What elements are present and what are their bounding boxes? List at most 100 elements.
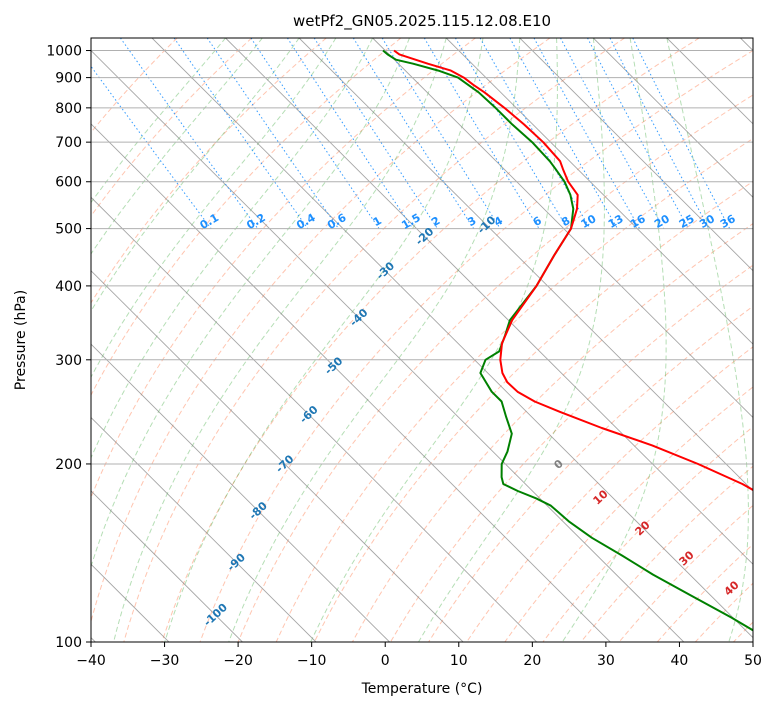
- mixing-ratio-line: [479, 38, 591, 229]
- mixing-ratio-label: 2: [429, 214, 442, 229]
- x-tick-label: 30: [597, 653, 615, 669]
- theta-label: 10: [591, 487, 611, 507]
- dry-adiabat-line: [91, 38, 253, 217]
- y-tick-label: 300: [55, 353, 82, 369]
- moist-adiabat-line: [418, 38, 605, 642]
- mixing-ratio-label: 1: [371, 214, 384, 229]
- theta-label: 40: [722, 578, 742, 598]
- y-tick-label: 1000: [46, 44, 82, 60]
- moist-adiabat-line: [228, 38, 521, 642]
- dry-adiabat-line: [351, 223, 753, 642]
- mixing-ratio-line: [533, 38, 641, 229]
- isotherm-line: [298, 38, 753, 492]
- mixing-ratio-line: [352, 38, 475, 229]
- y-tick-label: 800: [55, 101, 82, 117]
- dry-adiabat-line: [91, 38, 402, 397]
- isotherm-line: [91, 196, 537, 642]
- isotherm-line: [91, 416, 317, 642]
- dry-adiabat-line: [694, 582, 753, 642]
- mixing-ratio-line: [91, 65, 212, 229]
- dry-adiabat-line: [313, 180, 753, 642]
- y-tick-label: 700: [55, 135, 82, 151]
- isotherm-line: [91, 490, 243, 642]
- mixing-ratio-line: [560, 38, 665, 229]
- dry-adiabat-line: [618, 504, 753, 642]
- isotherm-line: [740, 38, 753, 52]
- temperature-line: [393, 49, 753, 492]
- theta-label: 20: [633, 518, 653, 538]
- x-tick-label: −20: [223, 653, 253, 669]
- mixing-ratio-line: [454, 38, 568, 229]
- mixing-ratio-line: [423, 38, 540, 229]
- moist-adiabat-line: [91, 38, 300, 313]
- moist-adiabat-line: [561, 38, 667, 642]
- dry-adiabat-line: [580, 465, 753, 642]
- y-tick-label: 100: [55, 635, 82, 651]
- dry-adiabat-line: [428, 305, 753, 642]
- mixing-ratio-line: [173, 38, 309, 229]
- dry-adiabat-line: [123, 38, 625, 642]
- moist-adiabat-line: [310, 38, 558, 642]
- y-tick-label: 200: [55, 457, 82, 473]
- mixing-ratio-line: [206, 38, 339, 229]
- y-tick-label: 400: [55, 279, 82, 295]
- y-tick-label: 600: [55, 175, 82, 191]
- isotherm-line: [91, 49, 685, 642]
- x-tick-label: 20: [523, 653, 541, 669]
- moist-adiabat-line: [91, 38, 410, 569]
- isotherm-line: [151, 38, 753, 639]
- isotherm-line: [225, 38, 753, 565]
- mixing-ratio-line: [119, 38, 259, 229]
- x-tick-label: −40: [76, 653, 106, 669]
- isotherm-line: [666, 38, 753, 125]
- dry-adiabat-line: [275, 137, 753, 642]
- mixing-ratio-line: [509, 38, 618, 229]
- x-axis-label: Temperature (°C): [361, 681, 483, 697]
- moist-adiabat-line: [91, 38, 263, 255]
- moist-adiabat-line: [91, 38, 374, 460]
- dry-adiabat-line: [91, 38, 476, 499]
- pressure-gridlines: [91, 50, 753, 642]
- axes: −40 −30 −20 −10 0 10 20 30 40 50 1000 900 800 700 600 5…: [46, 44, 762, 669]
- isotherm-line: [519, 38, 753, 272]
- x-tick-label: 0: [381, 653, 390, 669]
- x-tick-label: 10: [450, 653, 468, 669]
- y-tick-label: 900: [55, 71, 82, 87]
- sounding-profiles: [382, 49, 753, 632]
- mixing-ratio-line: [381, 38, 501, 229]
- dry-adiabat-line: [504, 386, 753, 642]
- mixing-ratio-line: [587, 38, 689, 229]
- plot-frame: [90, 37, 754, 643]
- mixing-ratio-line: [632, 38, 731, 229]
- y-tick-label: 500: [55, 222, 82, 238]
- theta-label: 30: [677, 548, 697, 568]
- x-tick-label: −10: [297, 653, 327, 669]
- isotherm-line: [91, 123, 611, 642]
- x-tick-label: −30: [150, 653, 180, 669]
- moist-adiabat-line: [113, 38, 447, 642]
- dry-adiabat-line: [772, 38, 775, 642]
- dry-adiabat-line: [390, 264, 753, 642]
- dry-adiabat-line: [161, 38, 700, 642]
- plot-background-lines: [91, 38, 775, 642]
- mixing-ratio-line: [609, 38, 710, 229]
- y-axis-label: Pressure (hPa): [13, 290, 29, 390]
- in-plot-labels: -100-90-80-70-60-50-40-30-20 -10010203040…: [198, 211, 742, 629]
- moist-adiabat-line: [164, 38, 484, 642]
- isotherm-line: [372, 38, 753, 419]
- mixing-ratio-line: [313, 38, 438, 229]
- moist-adiabat-line: [666, 38, 749, 642]
- dry-adiabat-line: [199, 49, 753, 642]
- dry-adiabat-line: [237, 94, 753, 642]
- isotherm-line: [91, 270, 464, 642]
- moist-adiabat-line: [91, 38, 337, 379]
- x-tick-label: 50: [744, 653, 762, 669]
- chart-title: wetPf2_GN05.2025.115.12.08.E10: [293, 12, 551, 31]
- mixing-ratio-label: 6: [531, 214, 544, 229]
- isotherm-line: [593, 38, 753, 198]
- dewpoint-line: [382, 49, 753, 632]
- x-tick-label: 40: [671, 653, 689, 669]
- isotherm-line: [91, 343, 390, 642]
- isotherm-line: [445, 38, 753, 345]
